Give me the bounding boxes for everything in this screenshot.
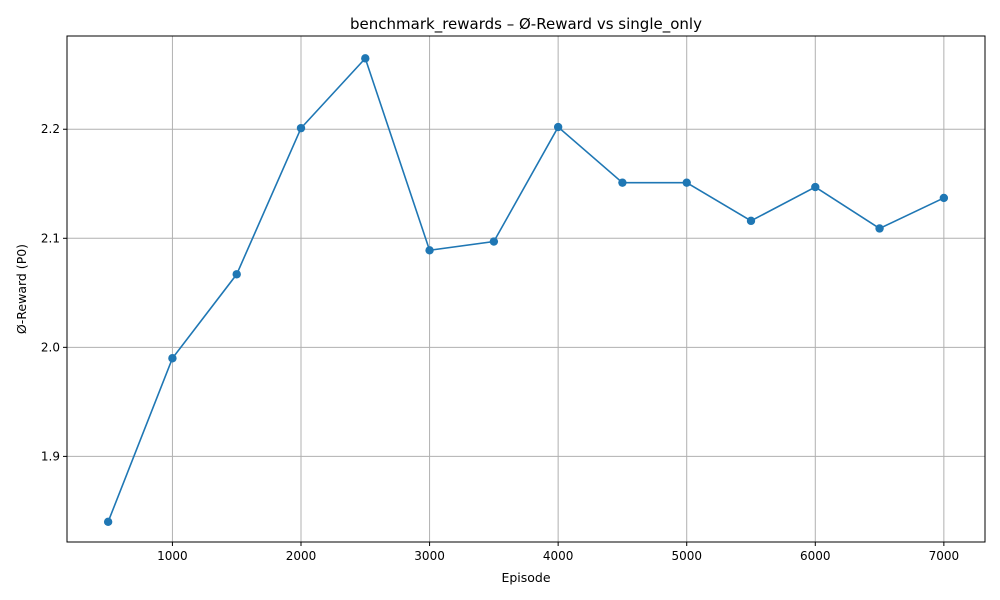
data-point — [168, 354, 177, 363]
y-axis-label: Ø-Reward (P0) — [14, 244, 29, 334]
y-tick-label: 2.0 — [41, 340, 60, 354]
x-tick-label: 5000 — [671, 549, 702, 563]
y-tick-label: 2.1 — [41, 231, 60, 245]
series-line — [107, 56, 945, 523]
x-tick-label: 4000 — [543, 549, 574, 563]
x-axis-label: Episode — [501, 570, 550, 585]
data-point — [296, 123, 306, 133]
x-tick-label: 7000 — [929, 549, 960, 563]
x-tick-label: 6000 — [800, 549, 831, 563]
x-tick-label: 3000 — [414, 549, 445, 563]
data-point — [361, 54, 370, 63]
data-point — [103, 517, 113, 527]
series-layer — [103, 54, 949, 527]
data-point — [553, 122, 563, 132]
y-tick-label: 1.9 — [41, 449, 60, 463]
data-point — [682, 178, 691, 187]
data-point — [425, 246, 434, 255]
data-point — [875, 224, 884, 233]
plot-frame — [66, 35, 986, 543]
data-point — [939, 193, 949, 203]
grid — [67, 36, 985, 542]
data-point — [746, 216, 756, 226]
data-point — [618, 178, 627, 187]
data-point — [232, 270, 241, 279]
x-tick-label: 2000 — [286, 549, 317, 563]
axis-ticks: 1000 2000 3000 4000 5000 6000 7000 1.9 2.0 2.1 2.2 — [41, 122, 959, 563]
y-tick-label: 2.2 — [41, 122, 60, 136]
data-point — [489, 237, 499, 246]
data-point — [811, 182, 820, 192]
x-tick-label: 1000 — [157, 549, 188, 563]
chart-title: benchmark_rewards – Ø-Reward vs single_o… — [350, 15, 702, 34]
